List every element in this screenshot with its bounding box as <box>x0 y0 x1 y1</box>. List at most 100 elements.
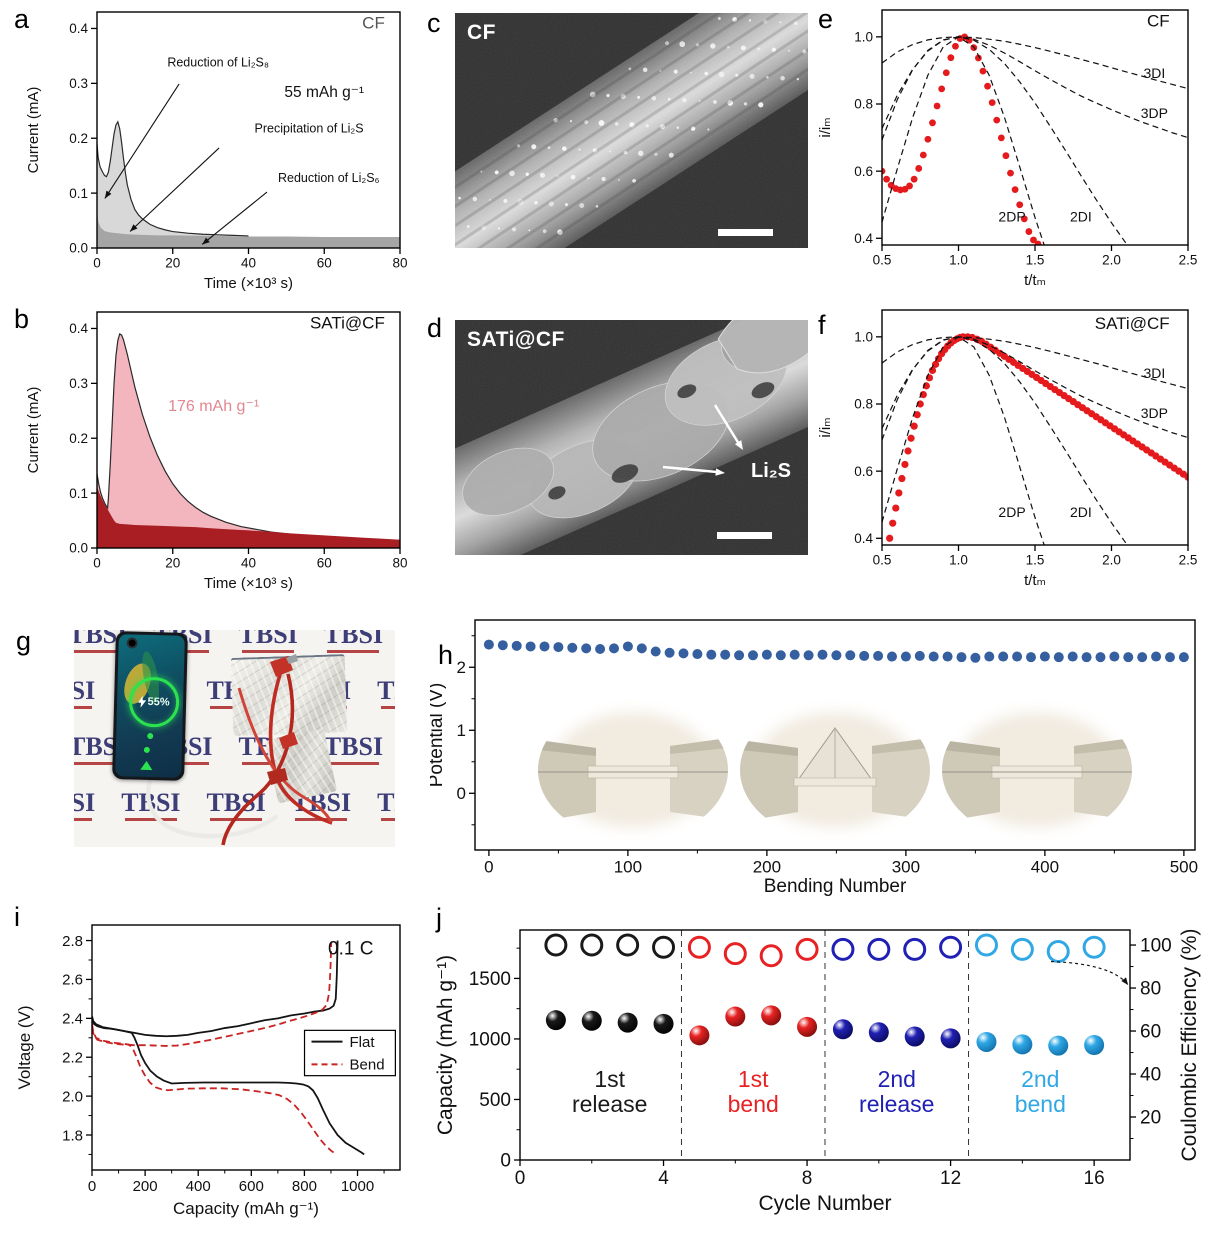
svg-text:2.5: 2.5 <box>1179 252 1198 267</box>
panel-letter-j: j <box>436 903 442 933</box>
svg-text:0.2: 0.2 <box>69 431 88 446</box>
svg-text:1000: 1000 <box>469 1030 511 1051</box>
annotation-text: 3DP <box>1141 405 1168 421</box>
sem-label-sati-cf: SATi@CF <box>467 328 565 351</box>
series-experimental-sati-cf <box>886 333 1188 542</box>
efficiency-ring <box>759 944 783 968</box>
tbsi-logo: TBSI <box>377 790 395 821</box>
group-label: 2nd <box>878 1066 916 1092</box>
annotation-text: 3DI <box>1143 65 1165 81</box>
group-label: 1st <box>594 1066 625 1092</box>
model-curve-m2DP <box>882 336 1045 545</box>
chart-svg-b: 0 20 40 60 80 0.0 0.1 0.2 0.3 0.4 Time (×10³ s) Cur… <box>25 311 408 592</box>
series-li2s6-reduction-area <box>97 486 400 548</box>
li2s-arrows <box>662 404 741 474</box>
series-li2s-precipitation-area <box>97 121 249 248</box>
panel-i-voltage-capacity: 0 200 400 600 800 1000 1.8 2.0 2.2 2.4 2.6 2.8 Capac… <box>0 900 430 1235</box>
svg-text:2.4: 2.4 <box>62 1011 83 1028</box>
annotation-text: Reduction of Li₂S₆ <box>278 171 380 185</box>
red-wire <box>268 667 333 825</box>
series-experimental-cf <box>882 33 1042 245</box>
lightning-bolt-icon <box>138 695 147 708</box>
model-curve-m3DI <box>882 36 1188 90</box>
chart-svg-e: 0.5 1.0 1.5 2.0 2.5 0.4 0.6 0.8 1.0 t/tₘ i/iₘ CF 3DI… <box>817 9 1198 289</box>
model-curve-m3DP <box>882 336 1188 441</box>
sem-micrograph-d <box>455 320 808 555</box>
svg-text:2.0: 2.0 <box>62 1088 83 1105</box>
panel-d-sem-image: SATi@CF Li₂S <box>455 320 808 555</box>
sem-label-cf: CF <box>467 21 496 44</box>
axes-ticks: 0 20 40 60 80 0.0 0.1 0.2 0.3 0.4 <box>69 21 407 270</box>
phone-screen: 55% <box>115 634 185 778</box>
tbsi-logo: TBSI <box>74 678 95 709</box>
capacity-point <box>689 1025 710 1046</box>
svg-text:0: 0 <box>457 784 466 803</box>
efficiency-ring <box>652 935 676 959</box>
svg-text:400: 400 <box>1031 857 1059 876</box>
red-wire <box>221 673 295 846</box>
annotation-text: 176 mAh g⁻¹ <box>168 398 259 415</box>
annotation-arrow <box>201 191 268 245</box>
svg-text:0.6: 0.6 <box>854 164 873 179</box>
svg-text:0.8: 0.8 <box>854 97 873 112</box>
x-axis-label: Capacity (mAh g⁻¹) <box>173 1199 319 1218</box>
alligator-clip-tip <box>286 654 298 664</box>
svg-text:20: 20 <box>1140 1108 1161 1129</box>
arrow-head <box>734 440 743 450</box>
efficiency-ring <box>580 933 604 957</box>
x-axis-label: Bending Number <box>764 876 907 897</box>
svg-text:0.6: 0.6 <box>854 464 873 479</box>
unlock-arrow-icon <box>140 760 153 771</box>
chart-svg-f: 0.5 1.0 1.5 2.0 2.5 0.4 0.6 0.8 1.0 t/tₘ i/iₘ SATi@… <box>817 309 1197 589</box>
arrow-head <box>715 468 725 476</box>
svg-text:2.0: 2.0 <box>1102 252 1121 267</box>
efficiency-axis-arrow <box>1051 960 1129 986</box>
svg-text:1.0: 1.0 <box>854 30 873 45</box>
annotation-text: CF <box>1147 11 1170 30</box>
capacity-point <box>581 1010 602 1031</box>
plot-series <box>483 639 1189 663</box>
capacity-point <box>832 1019 853 1040</box>
y-axis-label: Voltage (V) <box>15 1005 34 1089</box>
series-flat-charge <box>92 940 339 1038</box>
svg-text:0.2: 0.2 <box>69 131 88 146</box>
svg-text:0.1: 0.1 <box>69 186 88 201</box>
panel-h-bending-potential: 0 100 200 300 400 500 0 1 2 Bending Number Potenti… <box>426 600 1210 900</box>
series-bend-discharge <box>92 1024 335 1154</box>
plot-series <box>882 333 1188 545</box>
charge-percent-text: 55% <box>147 695 170 709</box>
efficiency-ring <box>867 937 891 961</box>
svg-text:4: 4 <box>658 1168 669 1189</box>
arrow-head <box>202 237 210 245</box>
x-axis-label: Time (×10³ s) <box>204 275 293 292</box>
svg-text:20: 20 <box>165 555 180 570</box>
capacity-point <box>725 1006 746 1027</box>
panel-letter-f: f <box>818 310 826 340</box>
svg-text:1: 1 <box>457 721 466 740</box>
svg-text:1500: 1500 <box>469 969 511 990</box>
efficiency-ring <box>974 933 998 957</box>
svg-text:2.0: 2.0 <box>1102 552 1121 567</box>
svg-text:2.8: 2.8 <box>62 933 83 950</box>
panel-letter-b: b <box>14 304 30 334</box>
efficiency-ring <box>723 942 747 966</box>
plot-series <box>97 120 400 248</box>
panel-f-nucleation-sati-cf: 0.5 1.0 1.5 2.0 2.5 0.4 0.6 0.8 1.0 t/tₘ i/iₘ SATi@… <box>810 300 1210 600</box>
arrow-head <box>104 190 112 199</box>
svg-text:40: 40 <box>241 255 256 270</box>
cycle-group-1st-release <box>544 933 676 1034</box>
x-axis-label: t/tₘ <box>1024 272 1046 289</box>
phone-camera-icon <box>128 639 136 647</box>
capacity-point <box>1048 1035 1069 1056</box>
svg-text:12: 12 <box>940 1168 961 1189</box>
panel-letter-h: h <box>438 640 454 670</box>
svg-text:400: 400 <box>186 1178 211 1195</box>
bending-inset-photo-flat <box>942 700 1132 840</box>
annotation-text: 2DP <box>998 504 1025 520</box>
svg-text:0.8: 0.8 <box>854 397 873 412</box>
tbsi-logo: TBSI <box>74 790 95 821</box>
x-axis-label: Time (×10³ s) <box>204 575 293 592</box>
efficiency-ring <box>903 937 927 961</box>
arrow-head <box>130 224 138 232</box>
svg-text:60: 60 <box>317 555 332 570</box>
